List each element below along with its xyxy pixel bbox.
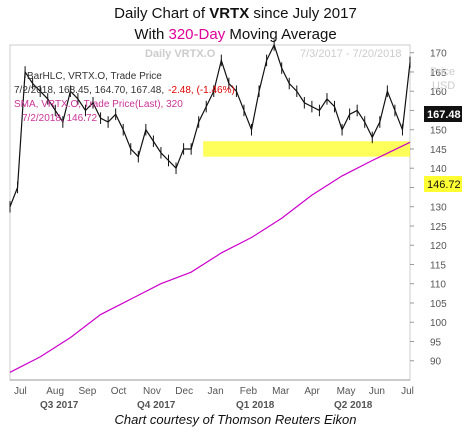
price-chart: 9095100105110115120125130135140145150155… — [9, 39, 462, 410]
y-tick-label: 100 — [430, 318, 447, 329]
legend: BarHLC, VRTX.O, Trade Price 7/2/2018, 16… — [14, 71, 235, 124]
x-month-label: Jun — [369, 386, 385, 397]
y-tick-label: 125 — [430, 222, 447, 233]
sma-value-tag-bg — [424, 176, 462, 192]
plot-area — [9, 44, 411, 381]
y-axis: 9095100105110115120125130135140145150155… — [410, 49, 447, 368]
last-price-tag: 167.48 — [424, 106, 462, 122]
legend-price-change: -2.48, (-1.46%) — [168, 85, 235, 96]
x-month-label: Mar — [272, 386, 290, 397]
x-month-label: May — [337, 386, 356, 397]
x-quarter-label: Q3 2017 — [40, 400, 79, 410]
y-tick-label: 130 — [430, 203, 447, 214]
price-line — [9, 43, 411, 207]
x-month-label: Aug — [46, 386, 64, 397]
x-month-label: Sep — [79, 386, 97, 397]
chart-footer: Chart courtesy of Thomson Reuters Eikon — [114, 412, 357, 427]
legend-price-label: BarHLC, VRTX.O, Trade Price — [27, 71, 162, 82]
subtitle-accent: 320-Day — [168, 26, 226, 43]
last-price-tag-bg — [424, 106, 462, 122]
y-tick-label: 160 — [430, 87, 447, 98]
y-tick-label: 105 — [430, 299, 447, 310]
y-tick-label: 90 — [430, 357, 442, 368]
x-month-label: Jul — [401, 386, 414, 397]
x-quarter-label: Q4 2017 — [137, 400, 176, 410]
y-axis-unit: USD — [432, 80, 455, 92]
title-line-1: Daily Chart of VRTX since July 2017 — [0, 3, 471, 24]
y-tick-label: 145 — [430, 145, 447, 156]
x-axis: Jul Aug Sep Oct Nov Dec Jan Feb Mar Apr May Jun Jul Q… — [10, 379, 414, 410]
subtitle-prefix: With — [134, 26, 169, 43]
support-band — [203, 141, 410, 157]
x-month-label: Jul — [14, 386, 27, 397]
sma-value-tag: 146.72 — [424, 176, 462, 192]
chart-title: Daily Chart of VRTX since July 2017 With… — [0, 3, 471, 45]
legend-sma-values: 7/2/2018, 146.72 — [22, 113, 98, 124]
y-tick-label: 150 — [430, 126, 447, 137]
x-quarter-label: Q2 2018 — [334, 400, 373, 410]
x-quarter-label: Q1 2018 — [236, 400, 275, 410]
y-axis-title: Price — [430, 66, 455, 78]
y-tick-label: 95 — [430, 337, 442, 348]
watermark-text: Daily VRTX.O — [145, 48, 216, 60]
sma-line — [9, 141, 411, 373]
y-tick-label: 120 — [430, 241, 447, 252]
sma-layer — [9, 141, 411, 373]
title-ticker: VRTX — [209, 5, 250, 22]
x-month-label: Oct — [111, 386, 127, 397]
last-price-tag-label: 167.48 — [427, 109, 461, 121]
x-month-label: Feb — [240, 386, 258, 397]
x-month-label: Apr — [304, 386, 320, 397]
x-month-label: Nov — [143, 386, 161, 397]
sma-value-tag-label: 146.72 — [427, 179, 461, 191]
title-suffix: since July 2017 — [249, 5, 357, 22]
legend-sma-label: SMA, VRTX.O, Trade Price(Last), 320 — [14, 99, 183, 110]
y-tick-label: 115 — [430, 260, 446, 271]
y-tick-label: 110 — [430, 280, 446, 291]
y-tick-label: 170 — [430, 49, 447, 60]
support-band-layer — [203, 141, 410, 157]
legend-price-values-text: 7/2/2018, 168.45, 164.70, 167.48, — [14, 85, 164, 96]
x-month-label: Jan — [208, 386, 224, 397]
date-range: 7/3/2017 - 7/20/2018 — [300, 48, 402, 60]
title-prefix: Daily Chart of — [114, 5, 210, 22]
x-month-label: Dec — [175, 386, 193, 397]
y-tick-label: 140 — [430, 164, 447, 175]
legend-price-values: 7/2/2018, 168.45, 164.70, 167.48, -2.48, … — [14, 85, 235, 96]
price-layer — [9, 39, 411, 213]
subtitle-suffix: Moving Average — [225, 26, 337, 43]
y-tick-label: 165 — [430, 68, 447, 79]
title-line-2: With 320-Day Moving Average — [0, 24, 471, 45]
